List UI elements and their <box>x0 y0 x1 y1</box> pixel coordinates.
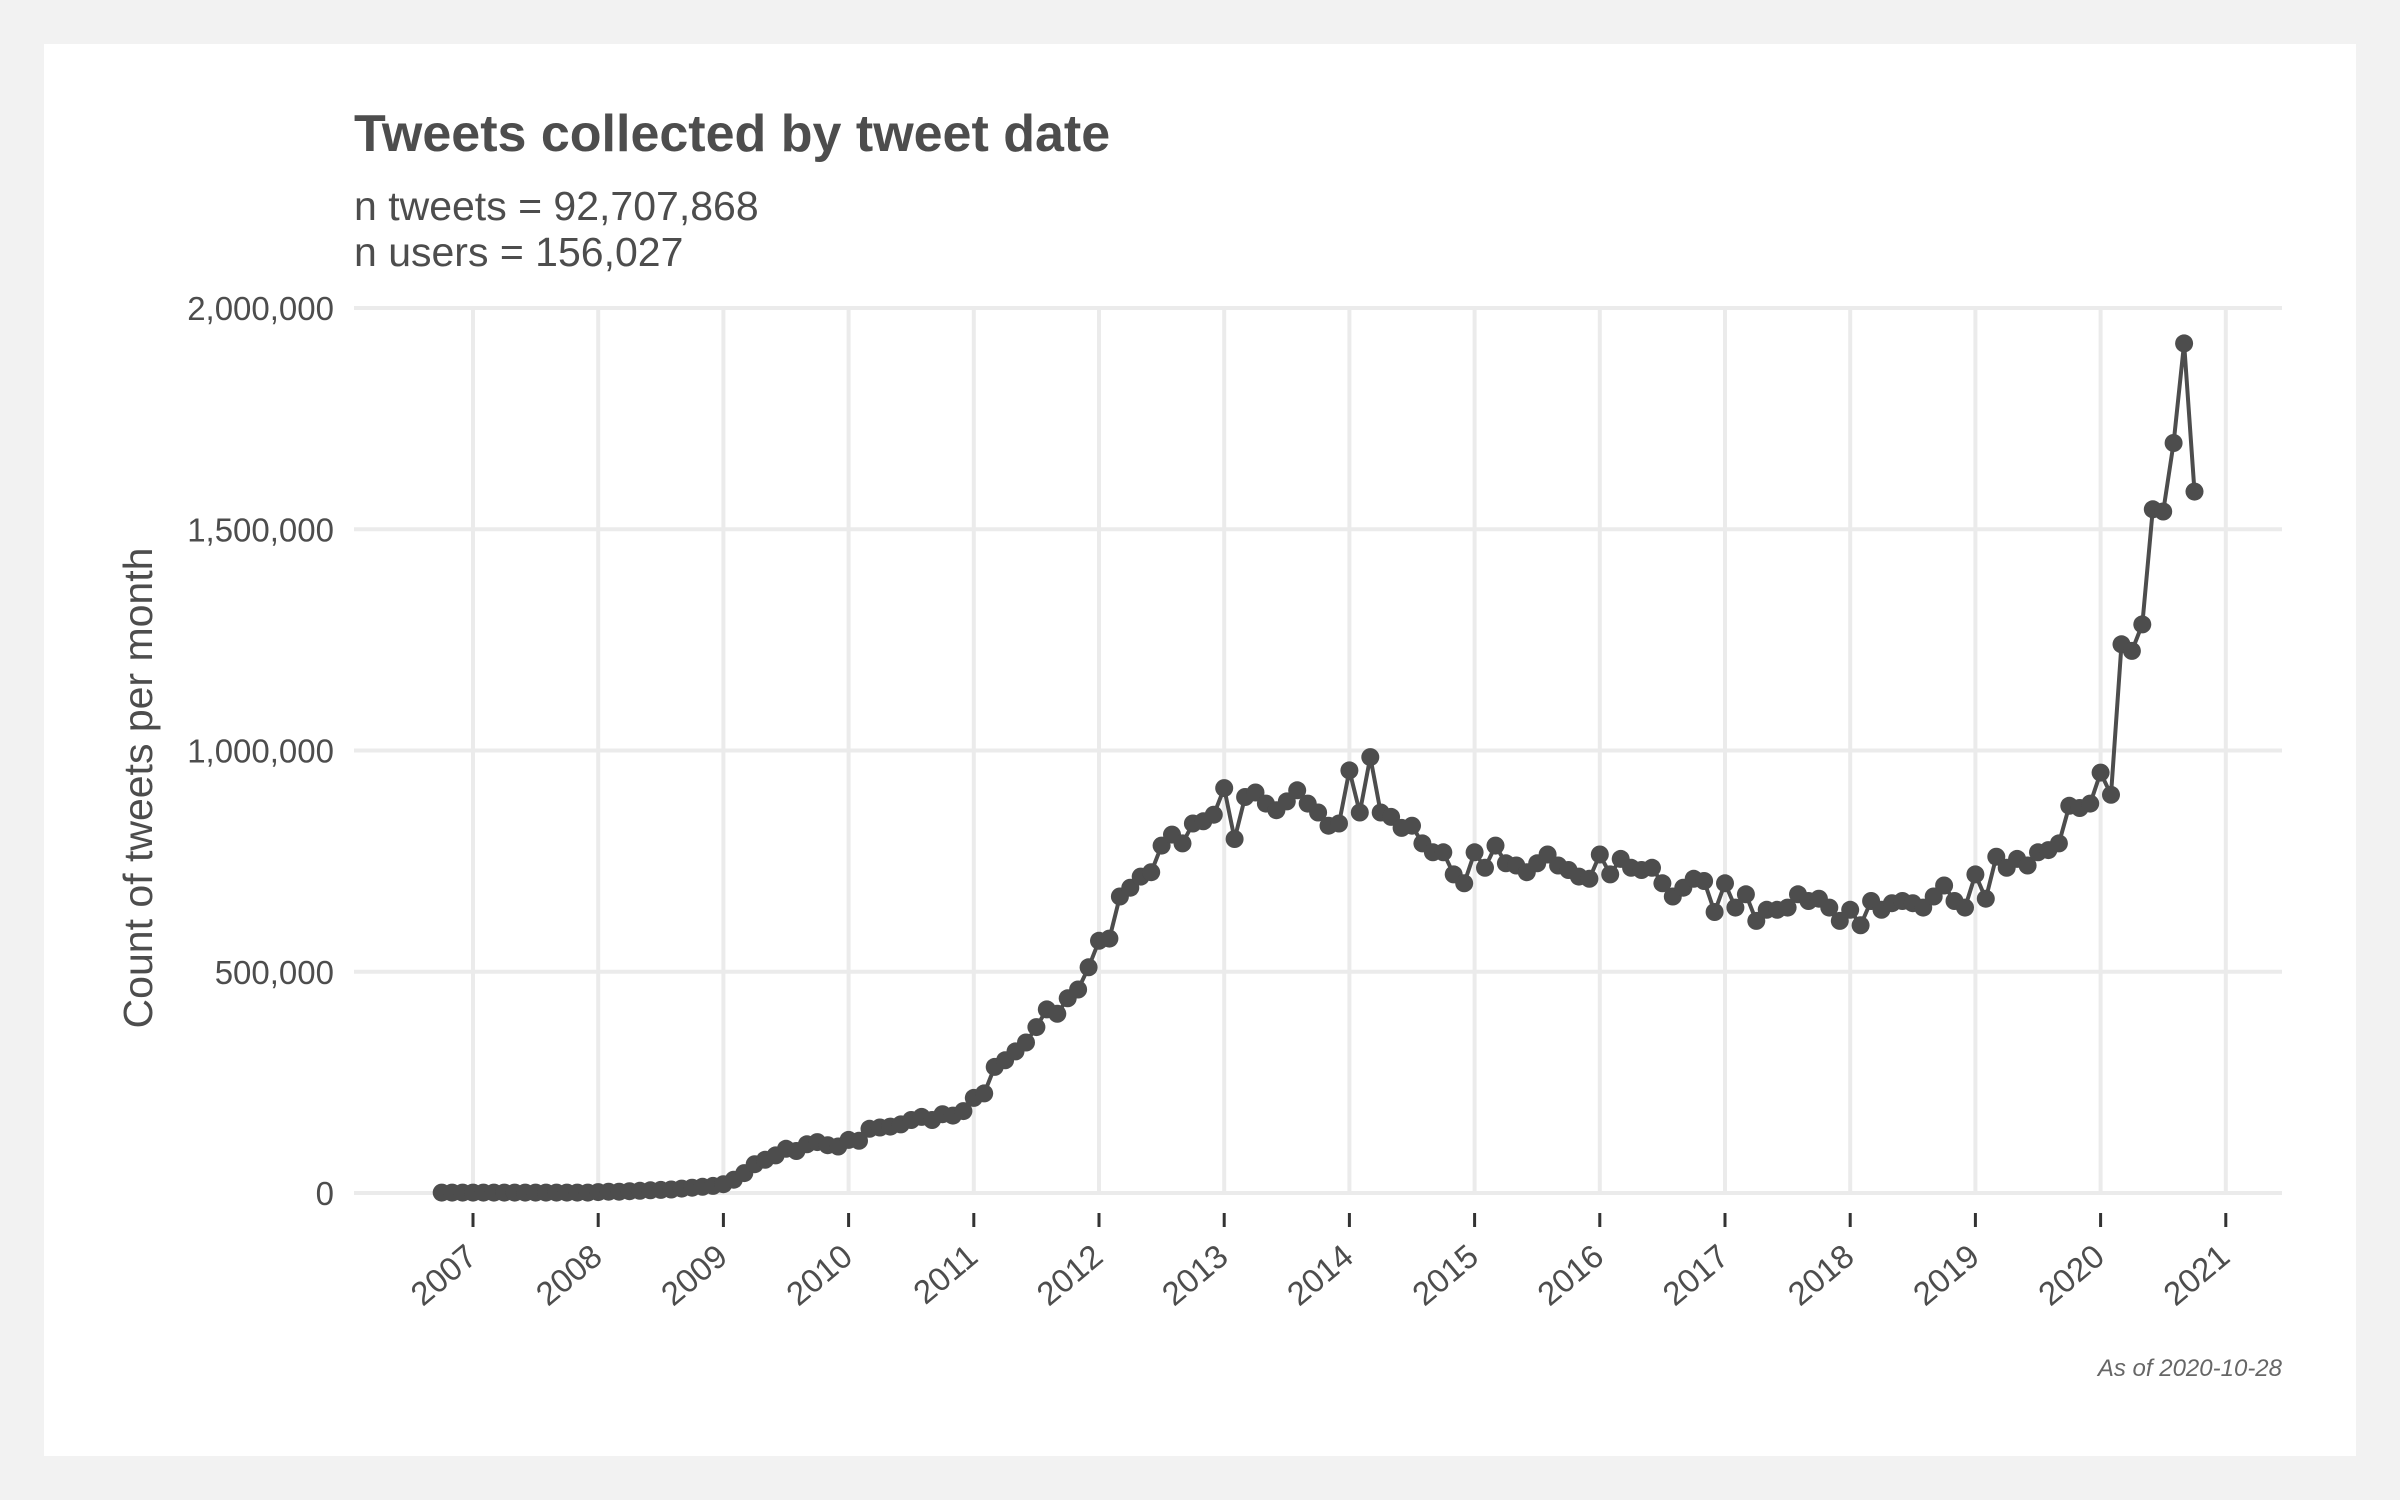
data-point <box>1434 843 1453 862</box>
subtitle-tweet-count: n tweets = 92,707,868 <box>354 183 759 229</box>
data-point <box>1820 898 1839 917</box>
data-point <box>1215 779 1234 798</box>
x-tick-label: 2019 <box>1906 1237 1986 1313</box>
data-point <box>1590 845 1609 864</box>
data-point <box>1966 865 1985 884</box>
data-point <box>2049 834 2068 853</box>
data-point <box>1716 874 1734 893</box>
data-point <box>1465 843 1484 862</box>
x-tick-label: 2008 <box>529 1237 609 1313</box>
x-tick-label: 2017 <box>1655 1237 1735 1313</box>
data-point <box>1726 898 1745 917</box>
y-axis: 0 500,000 1,000,000 1,500,000 2,000,000 <box>187 290 334 1212</box>
data-point <box>1486 836 1505 855</box>
x-tick-label: 2014 <box>1280 1237 1360 1313</box>
data-point <box>1017 1033 1035 1052</box>
subtitle-user-count: n users = 156,027 <box>354 229 684 275</box>
x-tick-label: 2007 <box>403 1237 483 1313</box>
y-tick-label: 1,500,000 <box>187 511 334 548</box>
data-point <box>1476 858 1494 877</box>
x-tick-label: 2015 <box>1405 1237 1485 1313</box>
data-point <box>2122 641 2141 660</box>
data-point <box>1778 898 1797 917</box>
data-point <box>2154 502 2173 521</box>
data-point <box>1079 958 1098 977</box>
data-point <box>1173 834 1192 853</box>
data-point <box>975 1084 994 1103</box>
data-point <box>1309 803 1328 822</box>
x-tick-label: 2020 <box>2031 1237 2111 1313</box>
data-point <box>1048 1004 1067 1023</box>
y-tick-label: 2,000,000 <box>187 290 334 327</box>
data-points <box>432 334 2204 1202</box>
data-point <box>1100 929 1119 948</box>
data-point <box>2102 785 2120 804</box>
x-tick-label: 2011 <box>906 1237 984 1311</box>
data-point <box>1225 830 1244 848</box>
x-tick-label: 2010 <box>779 1237 859 1313</box>
data-point <box>1142 863 1161 882</box>
data-point <box>1288 781 1307 800</box>
data-point <box>1976 889 1995 908</box>
data-point <box>1027 1018 1046 1037</box>
data-point <box>1455 874 1474 893</box>
x-tick-label: 2013 <box>1155 1237 1235 1313</box>
data-point <box>2175 334 2194 353</box>
caption: As of 2020-10-28 <box>2096 1355 2283 1382</box>
x-tick-label: 2012 <box>1029 1237 1109 1313</box>
y-tick-label: 500,000 <box>215 954 334 991</box>
data-point <box>1736 885 1755 904</box>
data-point <box>1695 872 1714 890</box>
data-point <box>2164 434 2183 452</box>
data-point <box>2185 482 2204 501</box>
data-point <box>1361 748 1380 767</box>
data-point <box>2091 763 2110 782</box>
data-point <box>1935 876 1954 895</box>
y-tick-label: 0 <box>316 1175 334 1212</box>
y-tick-label: 1,000,000 <box>187 733 334 770</box>
data-point <box>1841 900 1860 919</box>
data-point <box>1330 814 1348 833</box>
x-axis: 2007 2008 2009 2010 2011 2012 2013 2014 2015 2016… <box>403 1213 2236 1313</box>
data-point <box>954 1102 973 1121</box>
data-point <box>1601 865 1620 884</box>
data-point <box>1643 858 1661 877</box>
chart-title: Tweets collected by tweet date <box>354 105 1111 163</box>
x-tick-label: 2018 <box>1781 1237 1861 1313</box>
data-point <box>1705 903 1724 921</box>
x-tick-label: 2021 <box>2156 1237 2236 1313</box>
x-tick-label: 2009 <box>654 1237 734 1313</box>
data-point <box>1580 869 1599 888</box>
data-point <box>1204 805 1223 824</box>
data-point <box>1350 803 1369 822</box>
data-point <box>1403 816 1421 835</box>
data-point <box>1956 898 1974 917</box>
data-point <box>2081 794 2100 813</box>
gridlines <box>354 306 2282 1195</box>
data-point <box>1851 916 1870 935</box>
data-point <box>2133 615 2152 634</box>
data-point <box>1653 874 1672 893</box>
y-axis-label: Count of tweets per month <box>115 548 161 1029</box>
series-line <box>441 341 2197 1195</box>
x-tick-label: 2016 <box>1530 1237 1610 1313</box>
data-point <box>1069 980 1088 999</box>
chart-subtitle: n tweets = 92,707,868 n users = 156,027 <box>354 183 759 275</box>
data-point <box>1340 761 1359 780</box>
data-point <box>2018 856 2037 875</box>
data-point <box>850 1131 868 1150</box>
